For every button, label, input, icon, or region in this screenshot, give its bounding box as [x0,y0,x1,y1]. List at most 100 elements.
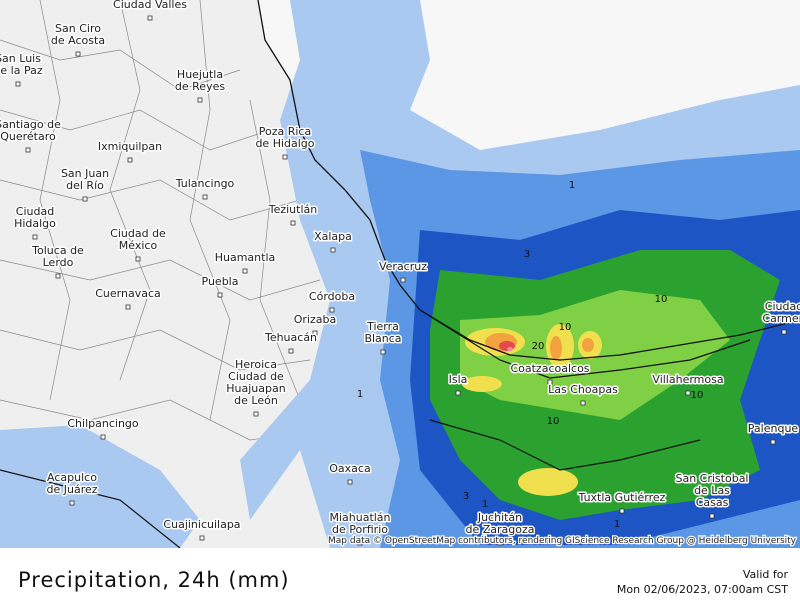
city-label: Córdoba [309,290,355,303]
city-label-line: de Las [694,484,730,497]
city-label-line: Ciudad [765,300,800,313]
city-label-line: Palenque [748,422,799,435]
contour-label: 3 [463,491,469,502]
city-marker [100,434,106,440]
contour-label: 20 [532,341,545,352]
city-marker [75,51,81,57]
city-label: Heroica Ciudad de Huajuapan de León [226,358,285,407]
city-label-line: Heroica [235,358,277,371]
map-title: Precipitation, 24h (mm) [18,568,290,592]
city-label-line: Poza Rica [259,125,311,138]
city-marker [347,479,353,485]
city-label: CiudadCarmen [762,300,800,325]
city-marker [199,535,205,541]
contour-labels: 1 1 1 1 3 3 10 10 10 10 20 [357,180,704,530]
city-marker [55,273,61,279]
city-label: Palenque [748,422,799,435]
city-label: San Ciro de Acosta [51,22,105,47]
city-label: Xalapa [314,230,352,243]
city-marker [781,329,787,335]
city-label-line: Querétaro [0,130,56,143]
city-label-line: de León [234,394,278,407]
city-label-line: Villahermosa [652,373,723,386]
city-label-line: Las Choapas [548,383,618,396]
city-marker [312,330,318,336]
city-label: Orizaba [294,313,336,326]
city-label-line: Tuxtla Gutiérrez [578,491,666,504]
coastline [257,0,800,361]
city-label: Poza Rica de Hidalgo [255,125,314,150]
city-label-line: de Hidalgo [255,137,314,150]
city-label: Chilpancingo [67,417,139,430]
city-label-line: Hidalgo [14,217,56,230]
city-label-line: Orizaba [294,313,336,326]
city-marker [288,348,294,354]
city-marker [329,307,335,313]
city-label-line: México [119,239,158,252]
city-label: Toluca de Lerdo [31,244,84,269]
city-label: Villahermosa [652,373,723,386]
city-marker [69,500,75,506]
city-label-line: Ciudad Valles [113,0,187,11]
city-label-line: Juchitán [477,511,522,524]
city-label: Huamantla [215,251,276,264]
city-label: Las Choapas [548,383,618,396]
city-label: Tuxtla Gutiérrez [578,491,666,504]
city-label-line: Acapulco [47,471,97,484]
city-label-line: Isla [449,373,468,386]
city-label: Ciudad Valles [113,0,187,11]
city-label: Acapulco de Juárez [46,471,97,496]
city-label: San Cristobal de Las Casas [675,472,748,509]
city-label: Tierra Blanca [364,320,401,345]
city-marker [497,540,503,546]
city-label-line: Ciudad de [110,227,166,240]
city-label: Cuajinicuilapa [163,518,240,531]
city-marker [147,15,153,21]
contour-label: 10 [655,294,668,305]
city-marker [685,390,691,396]
city-marker [282,154,288,160]
contour-label: 1 [357,389,363,400]
city-label-line: San Luis [0,52,41,65]
city-label: Ixmiquilpan [98,140,162,153]
city-label: Ciudad de México [110,227,166,252]
city-label: San Luisde la Paz [0,52,43,77]
city-marker [32,234,38,240]
valid-label: Valid for [743,568,789,581]
city-label-line: Tierra [366,320,399,333]
city-marker [125,304,131,310]
city-label-line: San Juan [61,167,109,180]
city-label: Santiago de Querétaro [0,118,61,143]
contour-label: 10 [559,322,572,333]
boundaries [0,0,321,441]
city-label: Isla [449,373,468,386]
city-label-line: Huajuapan [226,382,285,395]
city-marker [242,268,248,274]
city-label: Juchitán de Zaragoza [465,511,534,536]
city-label-line: Ciudad de [228,370,284,383]
city-label-line: de Juárez [46,483,97,496]
city-label-line: Carmen [762,312,800,325]
city-label: Puebla [202,275,239,288]
city-label-line: San Cristobal [675,472,748,485]
city-label-line: Huejutla [177,68,223,81]
precip-core [462,324,602,496]
city-label-line: Miahuatlán [329,511,390,524]
city-label-line: Córdoba [309,290,355,303]
city-marker [127,157,133,163]
city-label-line: Cuajinicuilapa [163,518,240,531]
city-marker [770,439,776,445]
city-marker [197,97,203,103]
city-marker [455,390,461,396]
city-marker [82,196,88,202]
city-label-line: del Río [66,179,104,192]
city-label: Cuernavaca [95,287,161,300]
city-marker [580,400,586,406]
city-label-line: Cuernavaca [95,287,161,300]
precip-light [0,425,200,548]
valid-time: Mon 02/06/2023, 07:00am CST [617,583,788,596]
city-marker [15,81,21,87]
contour-label: 1 [482,499,488,510]
city-label-line: Xalapa [314,230,352,243]
